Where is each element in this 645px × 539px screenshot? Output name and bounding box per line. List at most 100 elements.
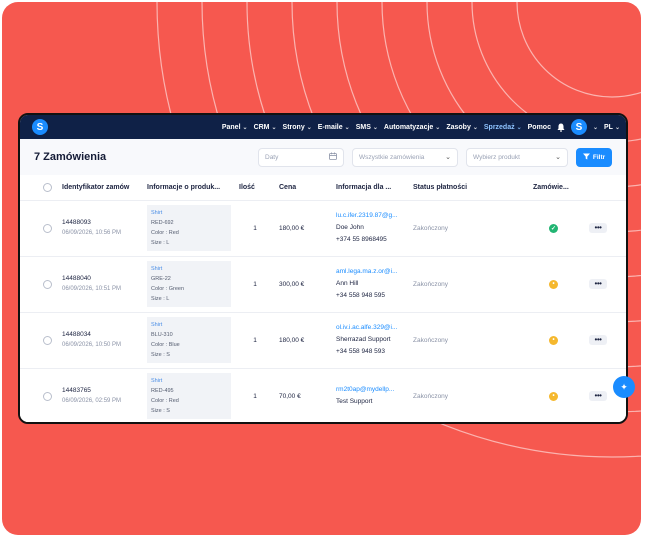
nav-item-label: Automatyzacje [383, 123, 434, 131]
customer-cell: ol.iv.i.ac.alfe.329@i... Sherrazad Suppor… [332, 312, 409, 369]
payment-status: Zakończony [409, 256, 529, 313]
nav-item-label: E-maile [317, 123, 343, 131]
order-id[interactable]: 14483765 [62, 387, 91, 394]
row-checkbox[interactable] [43, 335, 52, 345]
language-select[interactable]: PL ⌄ [604, 124, 620, 131]
quantity: 1 [235, 312, 275, 369]
col-customer[interactable]: Informacja dla ... [332, 175, 409, 201]
order-id-cell: 14488034 06/09/2026, 10:50 PM [58, 312, 143, 369]
price: 300,00 € [275, 256, 332, 313]
nav-item-label: CRM [253, 123, 270, 131]
product-select[interactable]: Wybierz produkt ⌄ [466, 147, 568, 167]
product-info: Shirt RED-495 Color : Red Size : S [147, 373, 231, 419]
row-checkbox[interactable] [43, 279, 52, 289]
more-icon[interactable]: ••• [589, 223, 607, 233]
col-price[interactable]: Cena [275, 175, 332, 201]
order-id-cell: 14483765 06/09/2026, 02:59 PM [58, 368, 143, 422]
nav-item-sprzedaż[interactable]: Sprzedaż ⌄ [484, 124, 522, 131]
nav-item-zasoby[interactable]: Zasoby ⌄ [446, 124, 478, 131]
product-info: Shirt GRE-22 Color : Green Size : L [147, 261, 231, 307]
order-id[interactable]: 14488093 [62, 219, 91, 226]
order-id-cell: 14488040 06/09/2026, 10:51 PM [58, 256, 143, 313]
order-date: 06/09/2026, 10:51 PM [62, 286, 122, 292]
language-label: PL [604, 123, 613, 131]
product-color: Color : Blue [151, 342, 180, 348]
quantity: 1 [235, 256, 275, 313]
row-select-cell [20, 256, 58, 313]
nav-item-label: SMS [355, 123, 371, 131]
table-row[interactable]: 14488034 06/09/2026, 10:50 PM Shirt BLU-310… [20, 312, 626, 369]
product-name[interactable]: Shirt [151, 378, 163, 384]
table-row[interactable]: 14483765 06/09/2026, 02:59 PM Shirt RED-495… [20, 368, 626, 422]
select-all-checkbox[interactable] [43, 182, 52, 192]
nav-item-pomoc[interactable]: Pomoc [528, 124, 551, 131]
chevron-down-icon: ⌄ [472, 124, 478, 131]
product-cell: Shirt BLU-310 Color : Blue Size : S [143, 312, 235, 369]
payment-status: Zakończony [409, 312, 529, 369]
order-status-cell: • [529, 368, 585, 422]
product-name[interactable]: Shirt [151, 210, 163, 216]
quantity: 1 [235, 368, 275, 422]
filter-button[interactable]: Filtr [576, 147, 612, 167]
product-cell: Shirt RED-692 Color : Red Size : L [143, 200, 235, 257]
filters: Daty Wszystkie zamówienia ⌄ Wybierz prod… [258, 147, 612, 167]
product-color: Color : Red [151, 230, 179, 236]
filter-label: Filtr [592, 153, 606, 161]
toolbar: 7 Zamówienia Daty Wszystkie zamówienia ⌄… [20, 139, 626, 175]
orders-select[interactable]: Wszystkie zamówienia ⌄ [352, 147, 458, 167]
payment-status: Zakończony [409, 200, 529, 257]
table-row[interactable]: 14488040 06/09/2026, 10:51 PM Shirt GRE-22 C… [20, 256, 626, 313]
col-payment[interactable]: Status płatności [409, 175, 529, 201]
nav-item-automatyzacje[interactable]: Automatyzacje ⌄ [384, 124, 440, 131]
nav-menu: Panel ⌄ CRM ⌄ Strony ⌄ E-maile ⌄ SMS ⌄ Automatyzac… [222, 119, 620, 135]
bell-icon[interactable] [557, 123, 565, 132]
nav-item-e-maile[interactable]: E-maile ⌄ [318, 124, 350, 131]
col-order-status[interactable]: Zamówie... [529, 175, 585, 201]
table-row[interactable]: 14488093 06/09/2026, 10:56 PM Shirt RED-692… [20, 200, 626, 257]
col-qty[interactable]: Ilość [235, 175, 275, 201]
actions-cell: ••• [585, 312, 626, 369]
actions-cell: ••• [585, 200, 626, 257]
more-icon[interactable]: ••• [589, 279, 607, 289]
chevron-down-icon: ⌄ [435, 124, 441, 131]
customer-email[interactable]: aml.lega.ma.z.or@i... [336, 268, 398, 275]
page-title: 7 Zamówienia [34, 151, 107, 163]
chevron-down-icon: ⌄ [516, 124, 522, 131]
row-select-cell [20, 368, 58, 422]
order-id[interactable]: 14488040 [62, 275, 91, 282]
customer-phone: +34 558 948 593 [336, 348, 385, 355]
product-size: Size : S [151, 408, 170, 414]
chevron-down-icon[interactable]: ⌄ [592, 124, 599, 131]
nav-item-crm[interactable]: CRM ⌄ [254, 124, 277, 131]
col-id[interactable]: Identyfikator zamów [58, 175, 143, 201]
chevron-down-icon: ⌄ [271, 124, 277, 131]
app-logo[interactable]: S [32, 119, 48, 135]
order-status-cell: • [529, 312, 585, 369]
date-filter[interactable]: Daty [258, 147, 344, 167]
chevron-down-icon: ⌄ [445, 154, 451, 161]
product-name[interactable]: Shirt [151, 322, 163, 328]
col-product[interactable]: Informacje o produk... [143, 175, 235, 201]
customer-email[interactable]: lu.c.ifer.2319.87@g... [336, 212, 398, 219]
nav-item-sms[interactable]: SMS ⌄ [356, 124, 378, 131]
row-checkbox[interactable] [43, 223, 52, 233]
order-id[interactable]: 14488034 [62, 331, 91, 338]
table-header-row: Identyfikator zamów Informacje o produk.… [20, 175, 626, 201]
nav-item-strony[interactable]: Strony ⌄ [283, 124, 312, 131]
product-size: Size : S [151, 352, 170, 358]
product-name[interactable]: Shirt [151, 266, 163, 272]
actions-cell: ••• [585, 256, 626, 313]
more-icon[interactable]: ••• [589, 335, 607, 345]
quantity: 1 [235, 200, 275, 257]
customer-email[interactable]: rm2t0ap@mydellp... [336, 386, 395, 393]
select-all-cell [20, 175, 58, 201]
price: 180,00 € [275, 312, 332, 369]
customer-email[interactable]: ol.iv.i.ac.alfe.329@i... [336, 324, 398, 331]
help-fab[interactable]: ✦ [613, 376, 635, 398]
row-checkbox[interactable] [43, 391, 52, 401]
order-date: 06/09/2026, 10:56 PM [62, 230, 122, 236]
avatar[interactable]: S [570, 119, 587, 135]
customer-cell: rm2t0ap@mydellp... Test Support [332, 368, 409, 422]
more-icon[interactable]: ••• [589, 391, 607, 401]
nav-item-panel[interactable]: Panel ⌄ [222, 124, 248, 131]
